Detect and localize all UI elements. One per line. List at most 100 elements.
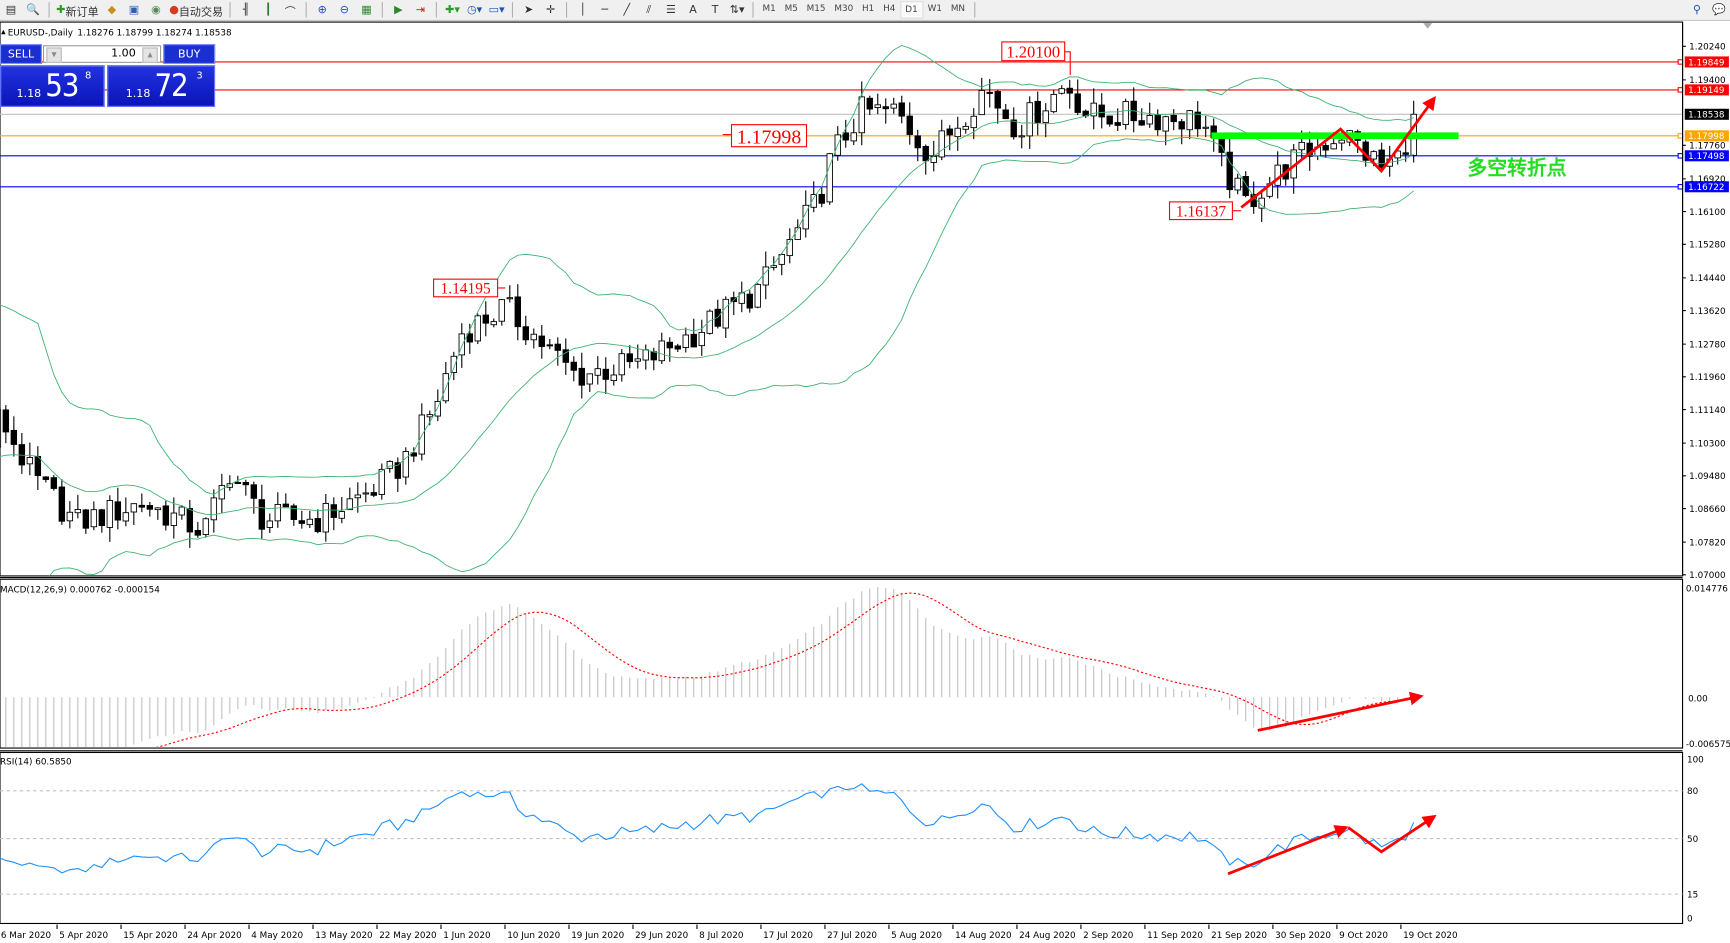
- level-handle[interactable]: [1677, 153, 1684, 159]
- candle-body: [802, 204, 809, 230]
- timeframe-mn[interactable]: MN: [950, 3, 966, 14]
- zoom-out-icon[interactable]: ⊖: [339, 3, 349, 16]
- auto-trading-button[interactable]: ● 自动交易: [169, 1, 223, 19]
- profiles-icon[interactable]: ▤: [5, 3, 17, 16]
- cursor-icon[interactable]: ➤: [523, 3, 534, 16]
- zoom-in-icon[interactable]: ⊕: [317, 3, 327, 16]
- bull-bear-zone[interactable]: [1211, 132, 1459, 140]
- macd-divergence-arrow[interactable]: [1257, 691, 1424, 732]
- timeframe-m30[interactable]: M30: [834, 3, 854, 14]
- text-label-icon[interactable]: T: [711, 3, 719, 16]
- templates-icon[interactable]: ▭▾: [488, 3, 505, 16]
- candle: [290, 503, 298, 526]
- ask-price-button[interactable]: 1.18 72 3: [107, 65, 216, 108]
- separator: [973, 2, 975, 18]
- timeframe-w1[interactable]: W1: [927, 3, 942, 14]
- rsi-zigzag-arrow[interactable]: [1347, 814, 1437, 854]
- crosshair-icon[interactable]: ✛: [546, 3, 556, 16]
- candle: [146, 501, 154, 517]
- timeframe-d1[interactable]: D1: [899, 1, 924, 19]
- bid-price-button[interactable]: 1.18 53 8: [0, 65, 105, 108]
- trendline-icon[interactable]: ╱: [623, 3, 631, 16]
- periods-icon[interactable]: ◷▾: [466, 3, 483, 16]
- volume-down-icon[interactable]: ▼: [46, 47, 62, 63]
- symbol-label: EURUSD-,Daily: [8, 28, 73, 38]
- time-tick-label: 22 May 2020: [379, 931, 437, 941]
- price-zigzag-arrow[interactable]: [1240, 95, 1436, 209]
- candle: [858, 81, 865, 146]
- high-label-box[interactable]: [1001, 41, 1066, 62]
- fibonacci-icon[interactable]: ☰: [666, 3, 676, 16]
- level-handle[interactable]: [1677, 59, 1684, 65]
- time-tick-label: 19 Jun 2020: [571, 931, 624, 941]
- timeframe-m5[interactable]: M5: [784, 3, 798, 14]
- auto-trading-icon: ●: [169, 3, 179, 16]
- candle-body: [1186, 110, 1193, 131]
- candle-body: [1146, 115, 1153, 125]
- candle: [866, 95, 873, 115]
- level-handle[interactable]: [1677, 87, 1684, 93]
- june-high-box[interactable]: [433, 278, 499, 298]
- candlestick-icon[interactable]: ┃: [264, 3, 272, 16]
- autoscroll-icon[interactable]: ▶: [394, 3, 403, 16]
- candle-body: [970, 115, 977, 129]
- zoom-window-icon[interactable]: 🔍: [26, 3, 40, 16]
- rsi-tick-label: 15: [1687, 890, 1698, 900]
- candle-body: [962, 125, 969, 130]
- arrows-icon[interactable]: ⇅▾: [729, 3, 745, 16]
- bollinger-middle-band: [0, 110, 1414, 516]
- candle-body: [250, 484, 258, 499]
- indicators-icon[interactable]: ✚▾: [445, 3, 460, 16]
- level-handle[interactable]: [1677, 133, 1684, 139]
- metaeditor-icon[interactable]: ◆: [107, 3, 117, 16]
- separator: [566, 2, 568, 18]
- candle-body: [986, 91, 993, 94]
- vertical-line-icon[interactable]: │: [579, 3, 587, 16]
- candle: [410, 447, 417, 462]
- new-order-button[interactable]: ✚ 新订单: [56, 1, 98, 19]
- chart-shift-icon[interactable]: ⇥: [415, 3, 426, 16]
- search-icon[interactable]: ⚲: [1692, 3, 1701, 16]
- candle: [1162, 115, 1169, 146]
- price-axis: 1.20240 1.19400 1.17760 1.16920 1.16100 1.152…: [1682, 22, 1726, 581]
- candle-body: [954, 127, 961, 138]
- sell-button[interactable]: SELL: [0, 44, 42, 64]
- rsi-series: [0, 783, 1683, 895]
- rsi-up-arrow[interactable]: [1227, 825, 1349, 876]
- chat-icon[interactable]: 💬: [1712, 3, 1726, 16]
- signals-icon[interactable]: ◉: [151, 3, 161, 16]
- candle: [538, 325, 545, 359]
- level-handle[interactable]: [1677, 184, 1684, 190]
- macd-tick: -0.006575: [1686, 740, 1730, 750]
- candle: [1058, 85, 1065, 95]
- candle: [882, 98, 889, 124]
- text-icon[interactable]: A: [689, 3, 697, 16]
- candle-body: [290, 505, 298, 520]
- timeframe-h1[interactable]: H1: [862, 3, 875, 14]
- candle-body: [570, 361, 577, 371]
- chart-shift-marker-icon[interactable]: [1423, 23, 1433, 29]
- line-chart-icon[interactable]: ⌒: [284, 6, 296, 19]
- pivot-label-box[interactable]: [730, 124, 808, 148]
- timeframe-m1[interactable]: M1: [762, 3, 776, 14]
- timeframe-m15[interactable]: M15: [806, 3, 826, 14]
- volume-input[interactable]: ▼ 1.00 ▲: [43, 45, 162, 63]
- candle: [82, 509, 90, 534]
- volume-up-icon[interactable]: ▲: [142, 47, 158, 63]
- candle-body: [706, 310, 713, 334]
- low-label-box[interactable]: [1168, 201, 1233, 221]
- candle-body: [266, 520, 274, 528]
- buy-button[interactable]: BUY: [163, 44, 216, 64]
- volume-value: 1.00: [111, 47, 136, 60]
- tile-windows-icon[interactable]: ▦: [361, 3, 372, 16]
- equidistant-channel-icon[interactable]: ⫽: [646, 3, 652, 16]
- candle: [450, 351, 457, 381]
- candle: [322, 494, 330, 542]
- timeframe-h4[interactable]: H4: [883, 3, 896, 14]
- rsi-line: [0, 783, 1415, 874]
- horizontal-line-icon[interactable]: ─: [601, 3, 609, 16]
- terminal-icon[interactable]: ▣: [128, 3, 140, 16]
- bar-chart-icon[interactable]: ╢: [242, 3, 250, 16]
- collapse-triangle-icon[interactable]: [1, 29, 6, 35]
